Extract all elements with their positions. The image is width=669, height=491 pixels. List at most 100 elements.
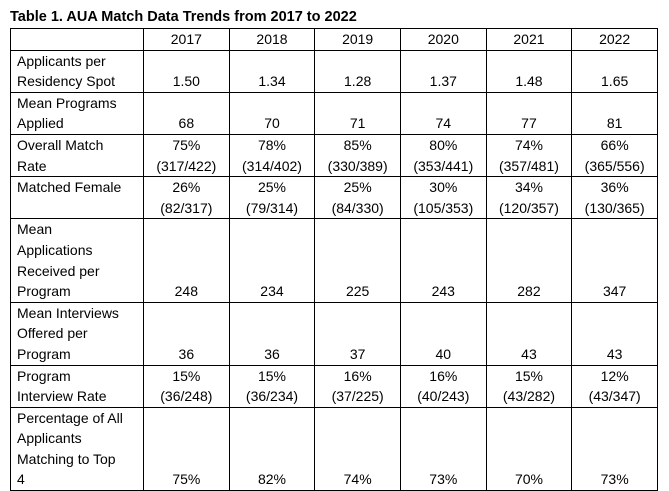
data-table: 2017 2018 2019 2020 2021 2022 Applicants per R… [10,28,658,491]
table-row: Mean Programs Applied 68 70 71 74 77 81 [10,91,658,135]
value-cell: 36 [143,301,230,366]
cell-line: 1.34 [258,73,286,90]
column-header: 2022 [571,28,658,51]
cell-line: 25% [343,179,372,196]
value-cell: 82% [228,406,316,491]
value-cell: 66% (365/556) [571,133,658,178]
cell-line: 70 [264,115,280,132]
cell-line: (357/481) [498,157,559,174]
cell-line: (43/347) [588,388,641,405]
cell-line: 15% [514,367,543,384]
cell-line: (36/234) [245,388,299,405]
cell-line: 25% [257,179,286,196]
label-line: Program [17,367,71,384]
cell-line: 1.37 [429,73,457,90]
corner-cell [10,28,144,51]
label-line: Applications [17,241,93,258]
value-cell: 1.50 [143,49,230,93]
cell-line: 248 [174,283,198,300]
row-label: Percentage of All Applicants Matching to T… [10,406,144,491]
value-cell: 12% (43/347) [571,364,658,408]
row-label: Overall Match Rate [10,133,144,178]
value-cell: 68 [143,91,230,135]
cell-line: (314/402) [242,157,302,174]
cell-line: (36/248) [160,388,213,405]
cell-line: 73% [600,471,629,488]
label-line: Matching to Top [17,450,116,467]
cell-line: 80% [429,136,458,153]
value-cell: 70% [485,406,573,491]
value-cell: 77 [485,91,573,135]
value-cell: 30% (105/353) [399,176,487,220]
cell-line: (130/365) [584,199,645,216]
cell-line: 70% [514,471,543,488]
cell-line: (120/357) [498,199,559,216]
value-cell: 248 [143,218,230,303]
value-cell: 85% (330/389) [314,133,401,178]
cell-line: 15% [172,367,201,384]
value-cell: 234 [228,218,316,303]
value-cell: 1.37 [399,49,487,93]
value-cell: 347 [571,218,658,303]
row-label: Matched Female [10,176,144,220]
cell-line: 16% [429,367,458,384]
table-row: Percentage of All Applicants Matching to T… [10,406,658,491]
cell-line: 282 [517,283,541,300]
label-line: Offered per [17,325,88,342]
value-cell: 16% (37/225) [314,364,401,408]
value-cell: 26% (82/317) [143,176,230,220]
cell-line: 15% [257,367,286,384]
row-label: Applicants per Residency Spot [10,49,144,93]
cell-line: 36% [600,179,629,196]
cell-line: 77 [521,115,537,132]
cell-line: (79/314) [245,199,299,216]
label-line: Applicants [17,430,82,447]
value-cell: 74% [314,406,401,491]
value-cell: 1.28 [314,49,401,93]
cell-line: 68 [178,115,195,132]
cell-line: 85% [343,136,372,153]
cell-line: 81 [606,115,623,132]
value-cell: 43 [571,301,658,366]
cell-line: (82/317) [160,199,213,216]
label-line: Rate [17,157,47,174]
value-cell: 74% (357/481) [485,133,573,178]
label-line: Overall Match [17,136,104,153]
cell-line: (40/243) [417,388,470,405]
cell-line: 26% [172,179,201,196]
cell-line: 74% [514,136,543,153]
cell-line: 1.48 [515,73,543,90]
label-line: Program [17,283,71,300]
table-row: Applicants per Residency Spot 1.50 1.34 1.28… [10,49,658,93]
cell-line: 1.28 [344,73,372,90]
cell-line: 82% [257,471,286,488]
cell-line: (317/422) [156,157,217,174]
table-row: Mean Applications Received per Program 248 23… [10,218,658,303]
value-cell: 81 [571,91,658,135]
cell-line: 74% [343,471,372,488]
column-header: 2020 [399,28,487,51]
value-cell: 75% (317/422) [143,133,230,178]
value-cell: 1.34 [228,49,316,93]
table-row: Overall Match Rate 75% (317/422) 78% (314/402… [10,133,658,178]
value-cell: 36% (130/365) [571,176,658,220]
value-cell: 1.48 [485,49,573,93]
cell-line: 243 [431,283,455,300]
value-cell: 16% (40/243) [399,364,487,408]
cell-line: 78% [257,136,286,153]
cell-line: 1.50 [172,73,200,90]
value-cell: 15% (36/234) [228,364,316,408]
label-line: Mean Interviews [17,304,119,321]
value-cell: 70 [228,91,316,135]
cell-line: 75% [172,471,201,488]
cell-line: 66% [600,136,629,153]
cell-line: 34% [514,179,543,196]
cell-line: 30% [429,179,458,196]
value-cell: 73% [571,406,658,491]
value-cell: 80% (353/441) [399,133,487,178]
label-line: Applied [17,115,64,132]
label-line: 4 [17,471,25,488]
row-label: Mean Applications Received per Program [10,218,144,303]
cell-line: 43 [521,345,537,362]
